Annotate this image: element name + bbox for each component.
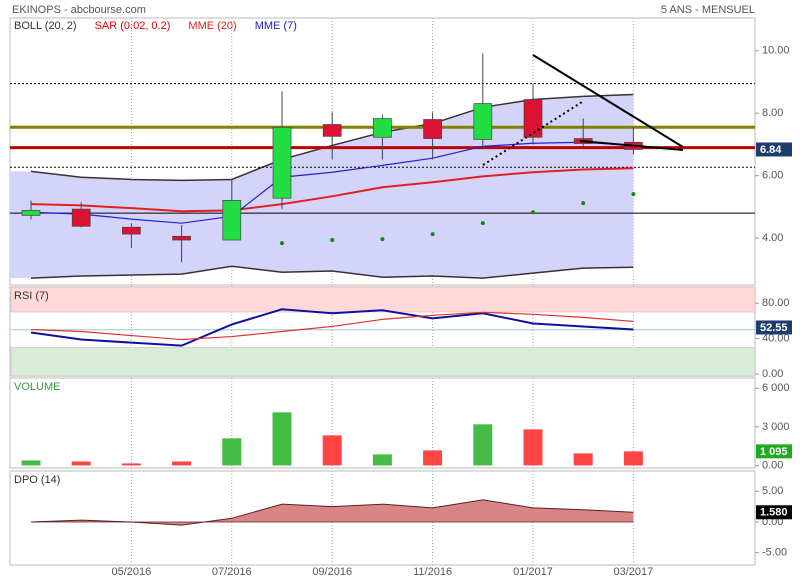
last-value-label: 6.84 — [760, 144, 782, 156]
y-tick-label: 5.00 — [762, 485, 783, 497]
legend-entry: MME (7) — [255, 20, 297, 32]
sar-dot — [330, 238, 335, 243]
bar — [473, 424, 493, 466]
x-tick-label: 11/2016 — [413, 566, 452, 578]
bar — [21, 460, 41, 466]
legend-entry: BOLL (20, 2) — [14, 20, 77, 32]
area — [31, 499, 634, 526]
sar-dot — [480, 221, 485, 226]
sar-dot — [280, 241, 284, 246]
y-tick-label: 10.00 — [762, 45, 790, 57]
bar — [523, 429, 543, 466]
series-line — [30, 265, 634, 279]
candle-body — [373, 118, 392, 138]
bar — [372, 454, 392, 466]
chart-subtitle: 5 ANS - MENSUEL — [661, 4, 755, 16]
bollinger-band — [10, 94, 634, 279]
zone-band — [10, 347, 756, 377]
y-tick-label: 3 000 — [762, 421, 790, 433]
panel-title: RSI (7) — [14, 290, 49, 302]
y-tick-label: -5.00 — [762, 547, 787, 559]
bar — [121, 463, 141, 466]
last-value-label: 1 095 — [760, 446, 788, 458]
y-tick-label: 4.00 — [762, 232, 783, 244]
legend-entry: SAR (0.02, 0.2) — [95, 20, 171, 32]
y-tick-label: 6 000 — [762, 382, 790, 394]
candle-body — [523, 99, 543, 138]
bar — [423, 450, 443, 466]
sar-dot — [380, 237, 385, 242]
candle-body — [473, 103, 493, 140]
candle-body — [423, 119, 442, 139]
x-tick-label: 07/2016 — [212, 566, 252, 578]
y-tick-label: 0.00 — [762, 459, 783, 471]
panel-frame — [9, 470, 756, 566]
candle-body — [272, 126, 292, 199]
sar-dot — [531, 210, 535, 215]
sar-dot — [430, 232, 435, 237]
y-tick-label: 40.00 — [762, 332, 790, 344]
candle-body — [222, 200, 242, 241]
y-tick-label: 8.00 — [762, 107, 783, 119]
sar-dot — [581, 201, 586, 206]
y-tick-label: 6.00 — [762, 170, 783, 182]
last-value-box — [756, 142, 792, 157]
series-line — [30, 308, 634, 347]
zone-band — [10, 286, 756, 313]
series-line — [30, 311, 634, 341]
y-tick-label: 80.00 — [762, 297, 790, 309]
bar — [222, 438, 242, 466]
last-value-box — [756, 505, 792, 520]
panel-title: VOLUME — [14, 381, 60, 393]
chart-title: EKINOPS - abcbourse.com — [12, 4, 146, 16]
trend-lines — [482, 54, 684, 166]
candle-body — [122, 226, 141, 235]
sar-dot — [631, 192, 636, 197]
bar — [172, 461, 192, 466]
last-value-box — [756, 444, 792, 459]
x-tick-label: 03/2017 — [614, 566, 654, 578]
candle-body — [71, 208, 91, 227]
panel-title: DPO (14) — [14, 474, 60, 486]
x-tick-label: 05/2016 — [112, 566, 152, 578]
y-tick-label: 0.00 — [762, 368, 783, 380]
bar — [272, 412, 292, 466]
trend-line — [579, 140, 684, 151]
legend-entry: MME (20) — [188, 20, 236, 32]
candle-body — [21, 210, 41, 216]
plot-layer: 05/2016 07/2016 09/2016 11/2016 01/2017 03/20… — [9, 17, 792, 578]
trend-line — [532, 54, 684, 148]
series-line — [30, 167, 634, 213]
candle-body — [172, 235, 191, 241]
panel-frame — [9, 377, 756, 469]
x-tick-label: 09/2016 — [312, 566, 352, 578]
bar — [573, 453, 593, 466]
series-line — [30, 499, 634, 526]
bar — [71, 461, 91, 466]
candle-body — [322, 124, 342, 137]
last-value-label: 52.55 — [760, 322, 788, 334]
bar — [623, 451, 643, 466]
panel-frame — [9, 17, 756, 286]
last-value-box — [756, 320, 792, 335]
x-tick-label: 01/2017 — [513, 566, 553, 578]
bar — [322, 435, 342, 466]
last-value-label: 1.580 — [760, 507, 788, 519]
